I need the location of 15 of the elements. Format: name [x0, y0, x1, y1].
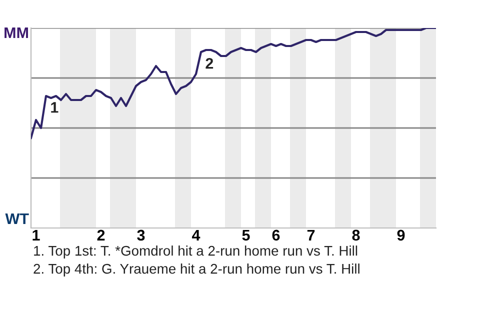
annotation: 2: [206, 58, 214, 69]
x-tick-label: 3: [137, 230, 145, 241]
x-tick-label: 1: [32, 230, 40, 240]
x-tick-label: 4: [192, 230, 200, 240]
x-tick-label: 6: [272, 230, 280, 241]
x-tick-label: 7: [307, 230, 315, 240]
text: 1. Top 1st: T. *Gomdrol hit a 2-run home run vs T. Hill: [34, 246, 358, 258]
text: 2. Top 4th: G. Yraueme hit a 2-run home run vs T. Hill: [34, 264, 360, 276]
x-tick-label: 2: [97, 230, 105, 240]
text: MM: [4, 27, 28, 38]
x-tick-label: 9: [397, 230, 405, 241]
text: WT: [5, 213, 29, 224]
x-tick-label: 8: [352, 230, 360, 241]
annotation: 1: [51, 102, 58, 113]
x-tick-label: 5: [242, 230, 250, 241]
